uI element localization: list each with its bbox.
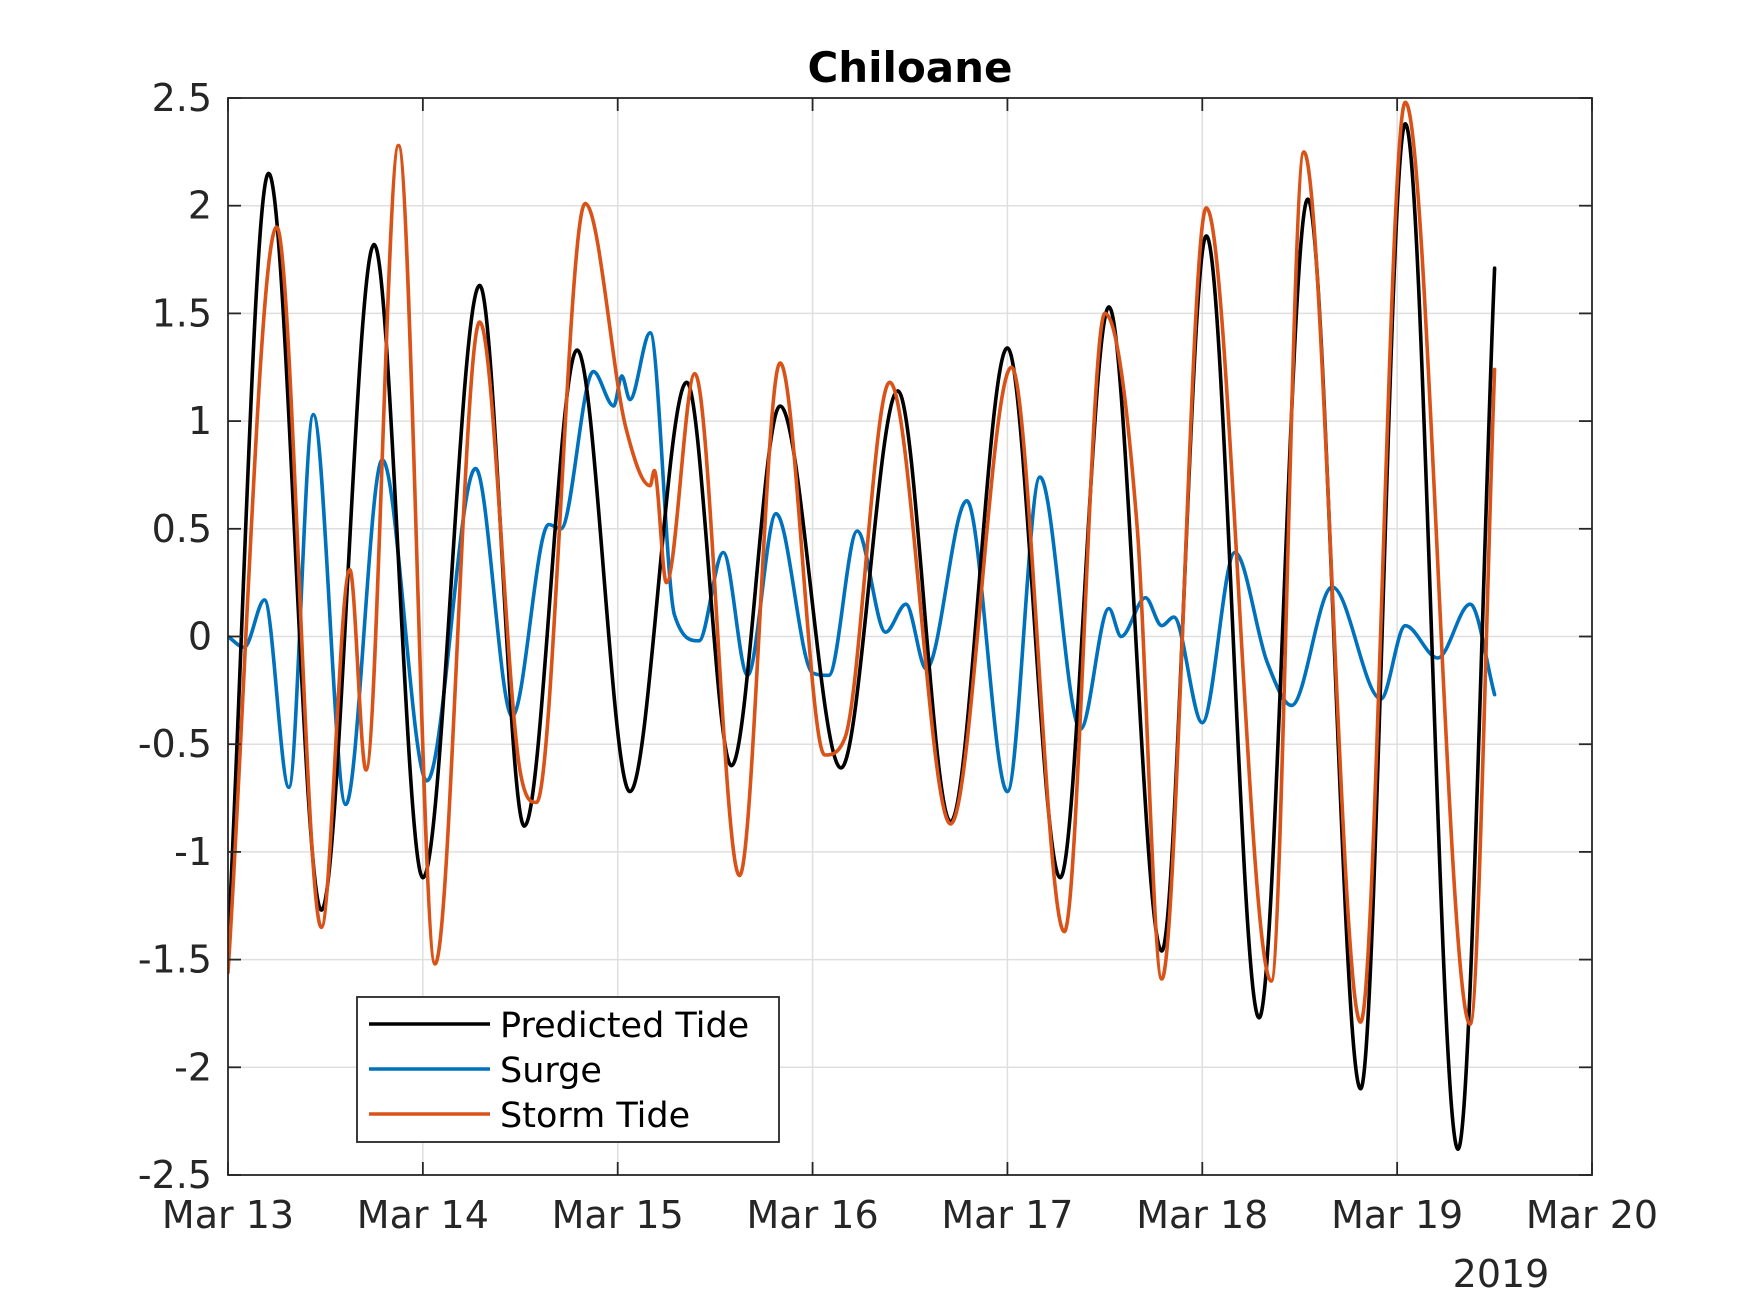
x-tick-label: Mar 14 [357,1193,489,1237]
y-tick-label: 0 [188,615,212,659]
y-tick-label: -1 [174,830,212,874]
legend-label-storm-tide: Storm Tide [500,1096,690,1136]
y-tick-label: 1 [188,399,212,443]
x-tick-label: Mar 18 [1136,1193,1268,1237]
series-line-storm-tide [228,100,1497,1026]
legend-label-surge: Surge [500,1051,602,1091]
x-tick-label: Mar 19 [1331,1193,1463,1237]
grid [228,98,1592,1175]
series-line-surge [228,331,1497,807]
y-tick-label: 1.5 [152,291,212,335]
series-group [228,100,1497,1151]
y-tick-label: -2 [174,1045,212,1089]
y-tick-label: 0.5 [152,507,212,551]
x-tick-label: Mar 20 [1526,1193,1658,1237]
y-tick-label: 2.5 [152,76,212,120]
chart-title: Chiloane [807,43,1012,92]
legend-label-predicted-tide: Predicted Tide [500,1006,749,1046]
y-tick-label: -1.5 [138,938,212,982]
x-tick-label: Mar 13 [162,1193,294,1237]
y-tick-label: 2 [188,184,212,228]
legend: Predicted Tide Surge Storm Tide [356,996,780,1143]
x-tick-label: Mar 16 [747,1193,879,1237]
y-tick-label: -0.5 [138,722,212,766]
x-year-label: 2019 [1453,1252,1550,1296]
y-tick-label: -2.5 [138,1153,212,1197]
ticks [227,97,1593,1176]
x-tick-label: Mar 17 [941,1193,1073,1237]
x-tick-label: Mar 15 [552,1193,684,1237]
tick-labels: Mar 13 Mar 14 Mar 15 Mar 16 Mar 17 Mar 18 Mar … [138,76,1658,1237]
